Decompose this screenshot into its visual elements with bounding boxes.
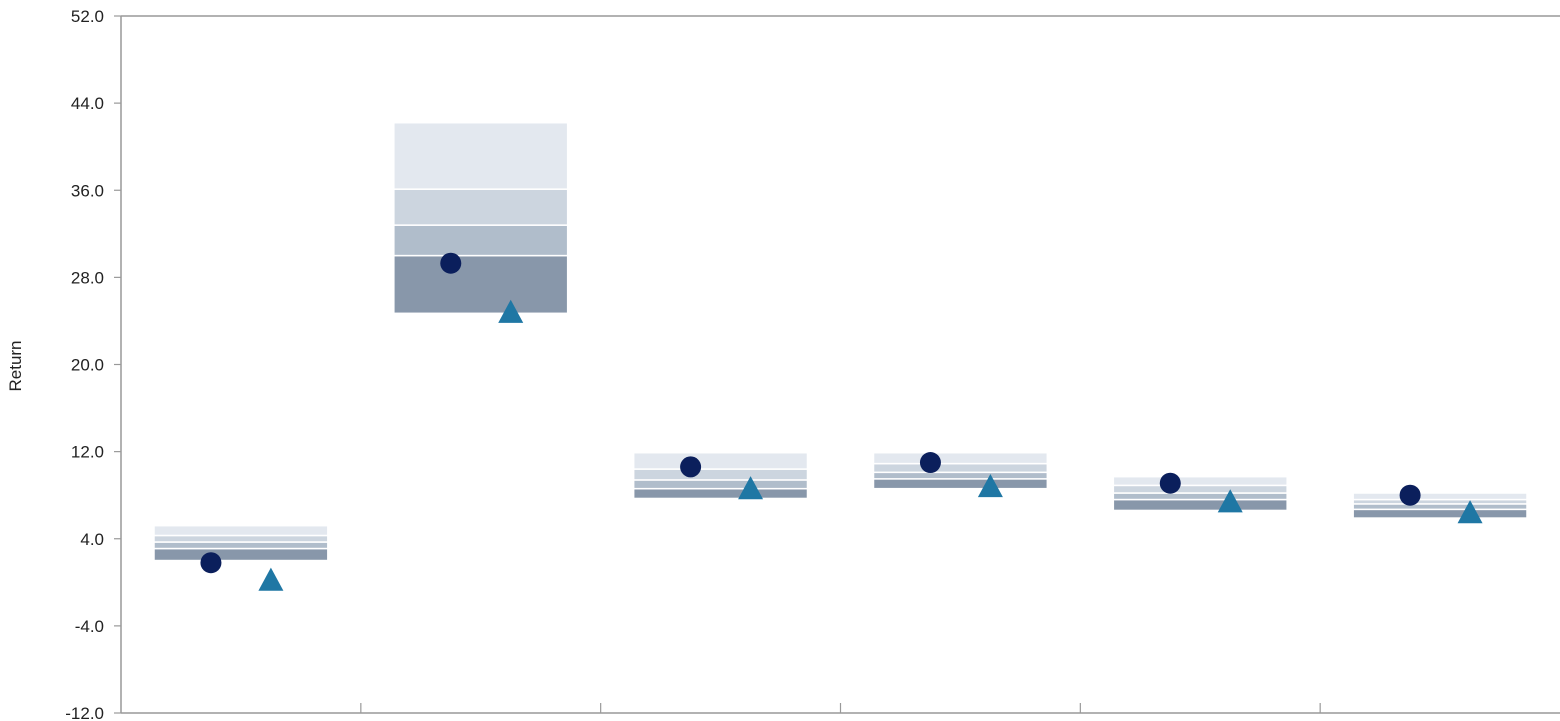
- y-axis-title: Return: [6, 340, 25, 391]
- y-tick-label: 52.0: [71, 7, 104, 26]
- percentile-band: [153, 547, 329, 562]
- triangle-marker: [738, 476, 764, 500]
- y-tick-label: 20.0: [71, 356, 104, 375]
- y-tick-label: 44.0: [71, 94, 104, 113]
- triangle-marker: [1457, 500, 1483, 524]
- triangle-marker: [1217, 489, 1243, 513]
- percentile-band: [393, 224, 569, 257]
- triangle-marker: [258, 567, 284, 591]
- percentile-band: [153, 524, 329, 537]
- x-axis: [360, 703, 1321, 713]
- y-tick-label: 4.0: [80, 530, 104, 549]
- circle-marker: [1399, 484, 1421, 506]
- percentile-band: [153, 541, 329, 550]
- y-tick-label: 12.0: [71, 443, 104, 462]
- percentile-band: [153, 534, 329, 543]
- y-tick-label: -12.0: [65, 704, 104, 721]
- circle-marker: [1159, 472, 1181, 494]
- plot-frame: [120, 15, 1560, 714]
- circle-marker: [919, 452, 941, 474]
- percentile-band: [1112, 475, 1288, 487]
- percentile-band: [872, 478, 1049, 490]
- triangle-marker: [977, 473, 1003, 498]
- y-tick-label: -4.0: [75, 617, 104, 636]
- percentile-band: [1352, 492, 1528, 501]
- y-tick-label: 28.0: [71, 268, 104, 287]
- percentile-band: [872, 462, 1049, 474]
- percentile-band: [632, 487, 809, 500]
- percentile-band: [872, 471, 1049, 480]
- percentile-band: [632, 479, 809, 490]
- percentile-band: [632, 451, 809, 470]
- percentile-band: [393, 254, 569, 315]
- triangle-marker: [498, 299, 524, 323]
- circle-marker: [440, 252, 462, 274]
- markers: [200, 252, 1483, 591]
- percentile-band: [393, 188, 569, 226]
- percentile-band: [1112, 484, 1288, 494]
- percentile-band: [632, 468, 809, 481]
- percentile-band: [1352, 503, 1528, 511]
- percentile-bands: [153, 121, 1528, 562]
- percentile-band: [1112, 498, 1288, 512]
- percentile-band: [1112, 492, 1288, 501]
- percentile-band: [1352, 508, 1528, 519]
- percentile-band: [872, 451, 1049, 465]
- y-axis: 52.0 44.0 36.0 28.0 20.0 12.0 4.0 -4.0 -12.0: [65, 7, 121, 721]
- circle-marker: [200, 552, 222, 574]
- y-tick-label: 36.0: [71, 181, 104, 200]
- circle-marker: [680, 456, 702, 478]
- percentile-band: [393, 121, 569, 190]
